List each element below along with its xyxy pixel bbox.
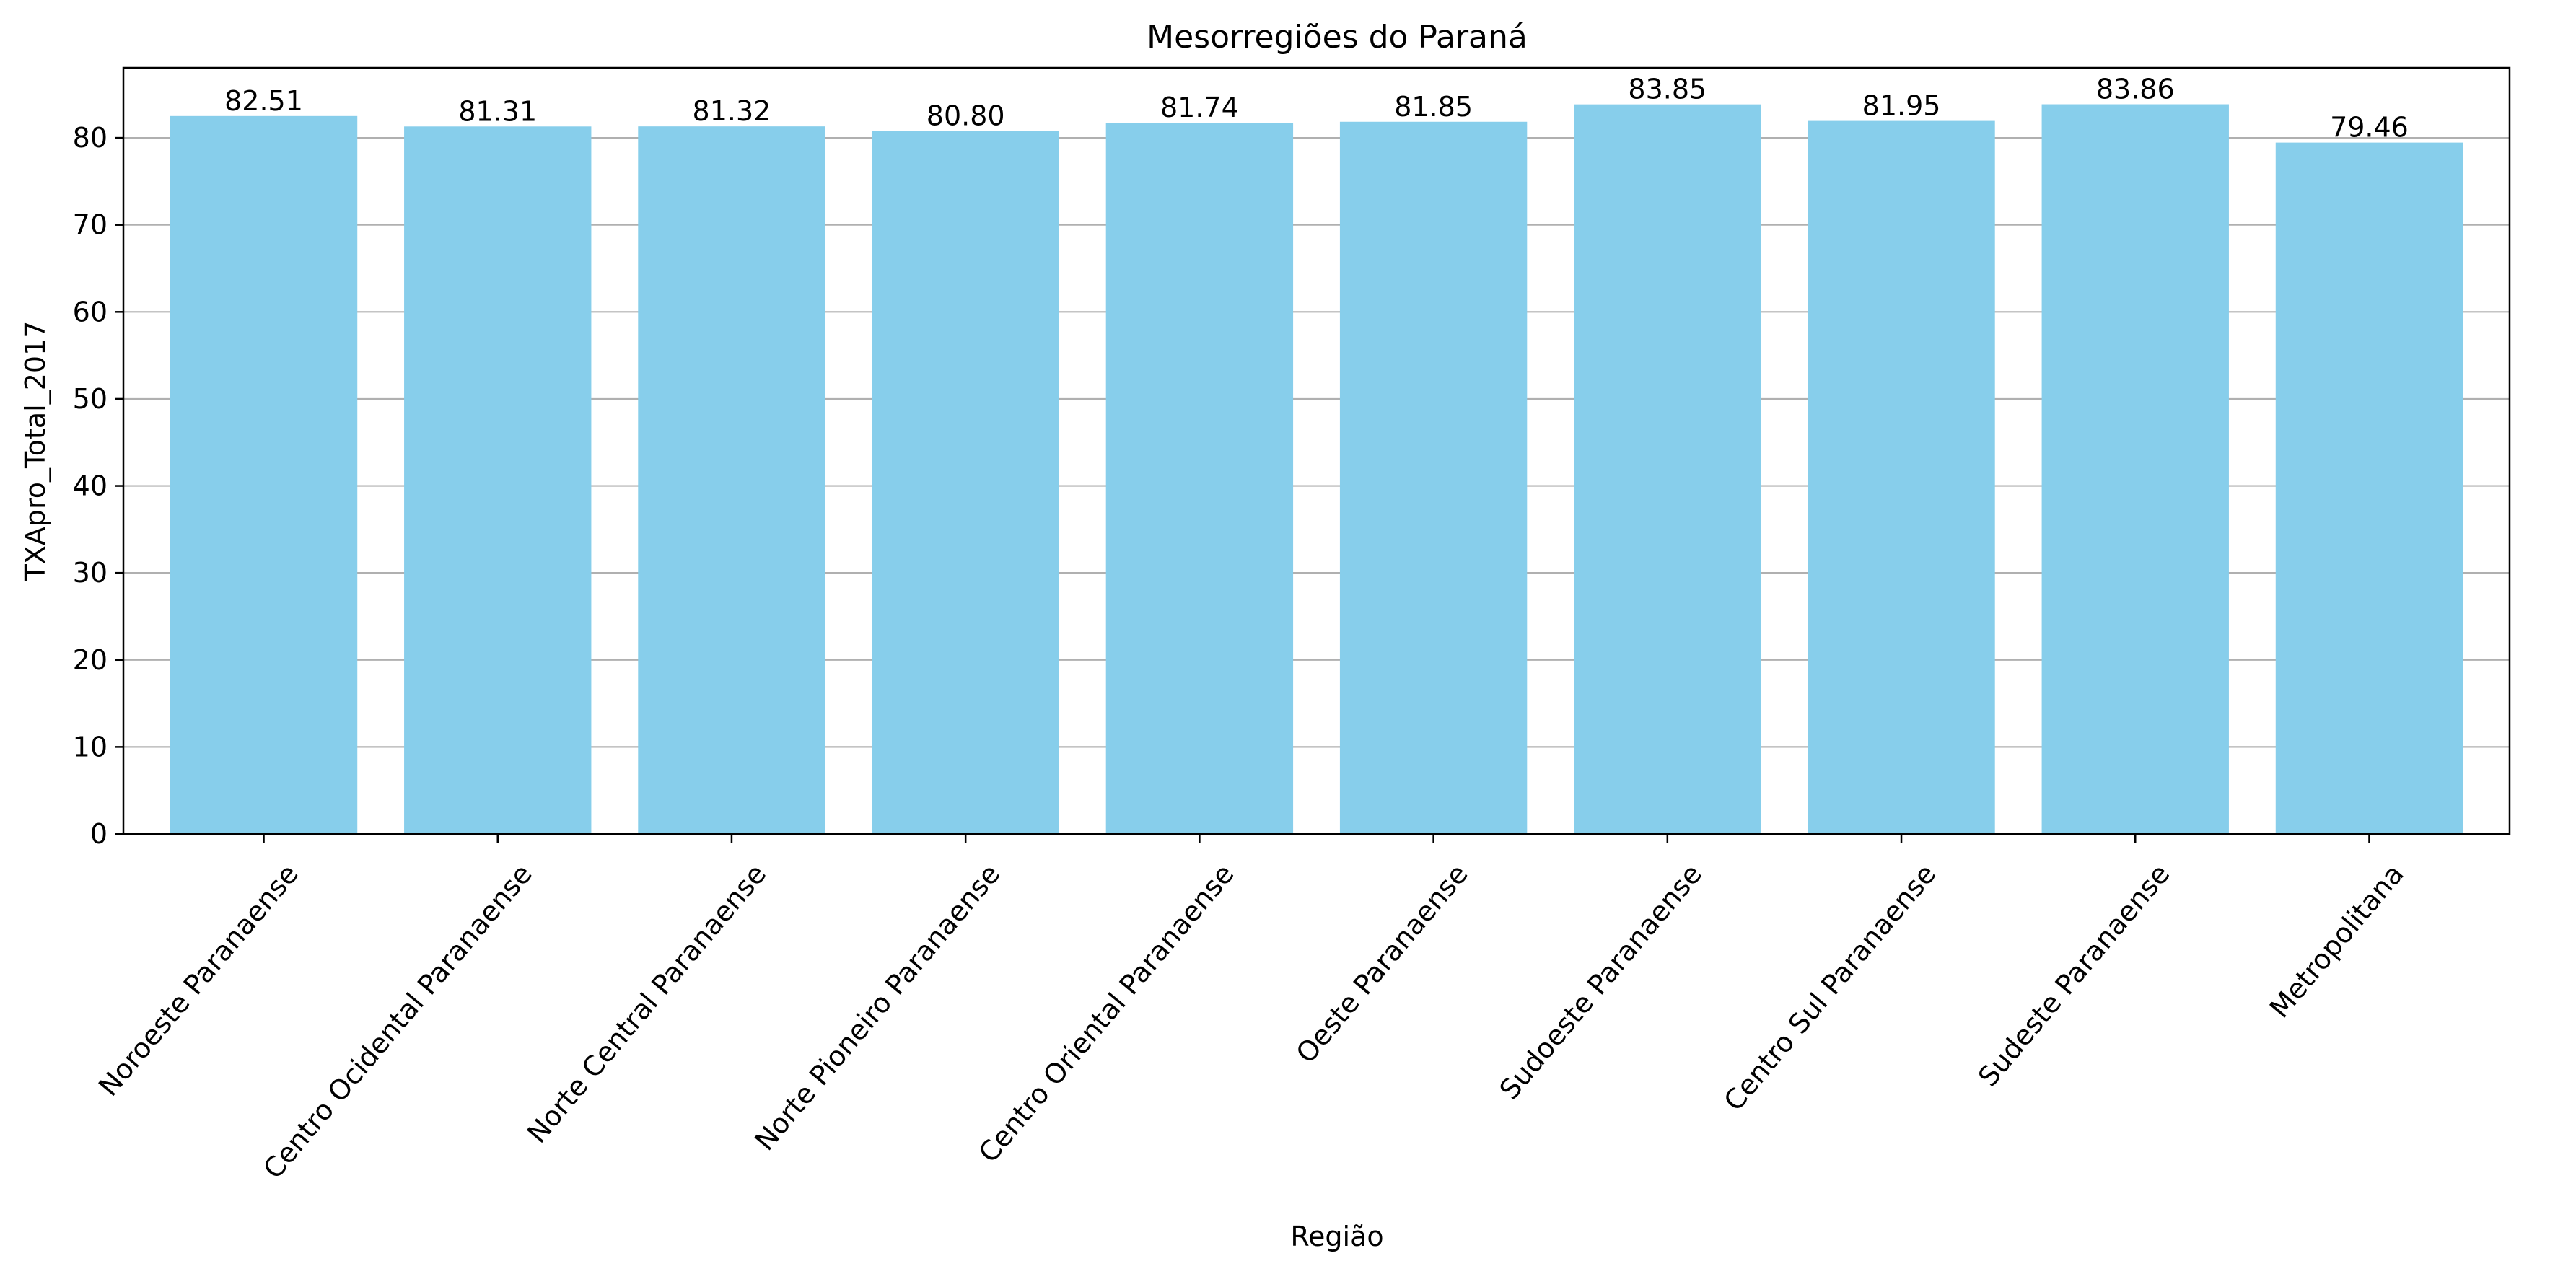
bar — [1574, 104, 1761, 834]
x-axis-label: Região — [1290, 1221, 1383, 1252]
y-axis-label: TXApro_Total_2017 — [19, 321, 51, 582]
bar — [2275, 142, 2463, 834]
bar-value-labels: 82.51 81.31 81.32 80.80 81.74 81.85 83.85 81.95… — [224, 74, 2409, 144]
y-tick-label: 80 — [73, 122, 108, 154]
bar-value-label: 81.31 — [458, 95, 537, 127]
y-tick-label: 50 — [73, 383, 108, 415]
y-tick-label: 0 — [90, 818, 108, 850]
plot-frame — [122, 66, 2511, 835]
y-tick-label: 60 — [73, 296, 108, 328]
x-tick-label: Centro Sul Paranaense — [1717, 858, 1942, 1117]
x-tick-label: Noroeste Paranaense — [92, 858, 305, 1102]
bar — [638, 126, 825, 835]
bar — [2041, 104, 2229, 834]
bar-value-label: 80.80 — [926, 100, 1005, 131]
y-tick-label: 10 — [73, 731, 108, 763]
y-tick-label: 20 — [73, 644, 108, 676]
x-tick-label: Oeste Paranaense — [1290, 858, 1474, 1069]
y-tick-label: 70 — [73, 209, 108, 241]
bar-value-label: 81.32 — [693, 95, 771, 127]
x-tick-label: Sudeste Paranaense — [1972, 858, 2176, 1093]
bar-value-label: 79.46 — [2330, 112, 2409, 144]
bars — [170, 104, 2463, 835]
bar-value-label: 82.51 — [224, 85, 303, 117]
bar — [872, 131, 1059, 834]
chart-title: Mesorregiões do Paraná — [1147, 19, 1528, 56]
y-axis-ticks: 0 10 20 30 40 50 60 70 80 — [73, 122, 123, 850]
x-tick-label: Norte Pioneiro Paranaense — [748, 858, 1006, 1157]
x-tick-label: Norte Central Paranaense — [521, 858, 772, 1149]
bar-value-label: 81.74 — [1160, 92, 1239, 123]
bar-value-label: 83.85 — [1628, 74, 1707, 105]
y-tick-label: 40 — [73, 470, 108, 502]
bar — [404, 126, 592, 835]
bar — [1105, 123, 1294, 834]
bar — [1808, 120, 1995, 835]
bar-value-label: 81.95 — [1862, 90, 1941, 122]
x-tick-label: Metropolitana — [2264, 858, 2410, 1024]
bar — [170, 115, 358, 834]
bar-value-label: 81.85 — [1394, 91, 1473, 123]
x-tick-label: Centro Oriental Paranaense — [973, 858, 1240, 1169]
x-tick-label: Sudoeste Paranaense — [1494, 858, 1709, 1106]
bar — [1339, 121, 1528, 834]
y-tick-label: 30 — [73, 557, 108, 589]
bar-value-label: 83.86 — [2096, 74, 2175, 105]
x-tick-label: Centro Ocidental Paranaense — [257, 858, 538, 1185]
